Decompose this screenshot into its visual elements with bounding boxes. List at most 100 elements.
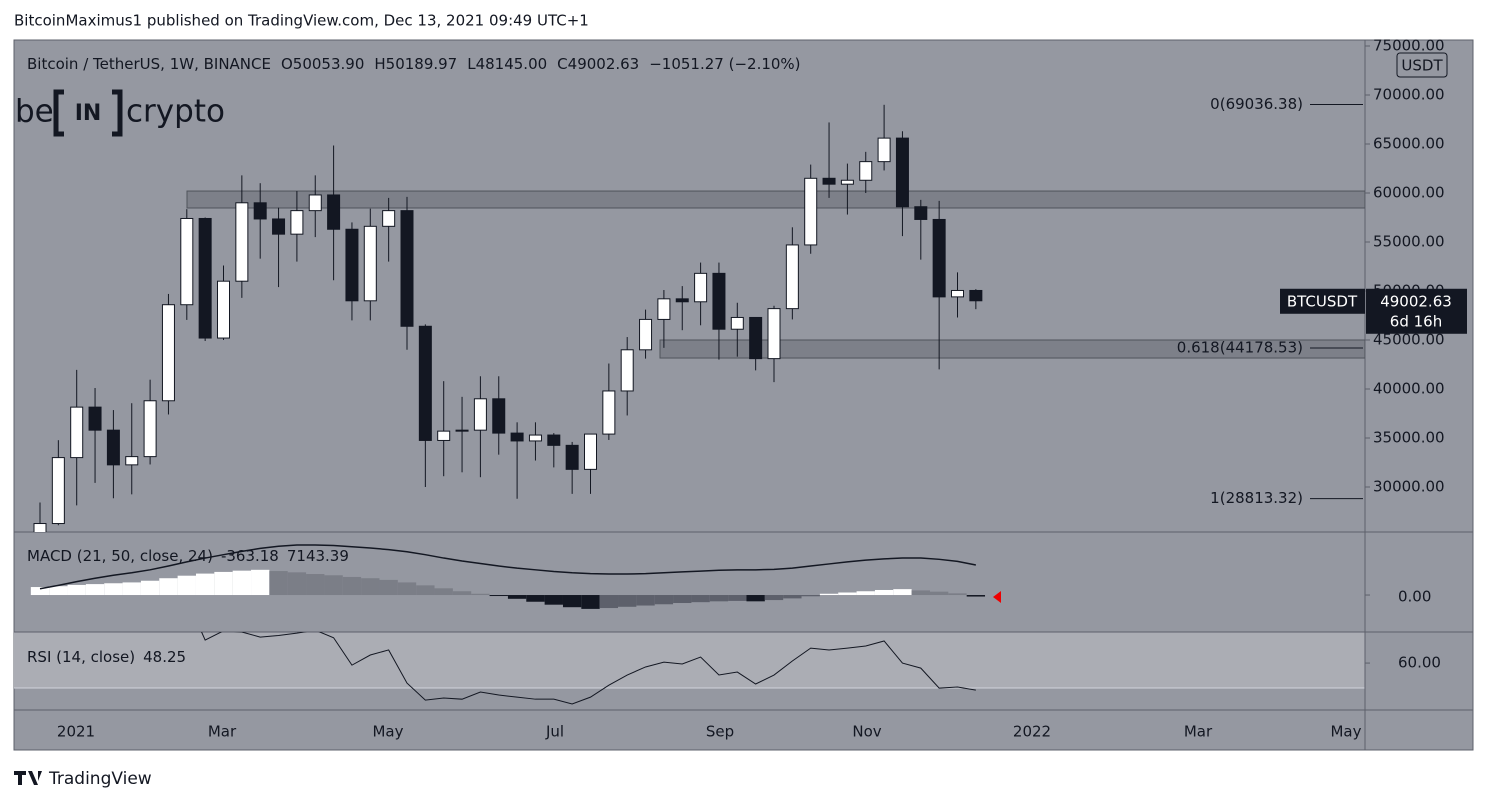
macd-bar [177, 575, 196, 596]
macd-bar [838, 592, 857, 596]
macd-bar [544, 595, 563, 605]
price-pane [33, 104, 1365, 532]
candle-body [125, 456, 139, 466]
candle-body [106, 429, 120, 466]
macd-legend: MACD (21, 50, close, 24) -363.18 7143.39 [27, 547, 349, 565]
candle-body [528, 434, 542, 442]
symbol-title: Bitcoin / TetherUS, 1W, BINANCE [27, 55, 271, 73]
candle-body [473, 398, 487, 431]
rsi-band [14, 632, 1365, 688]
x-tick-label: Mar [1184, 723, 1213, 741]
l-value: 48145.00 [476, 55, 548, 73]
candle-body [455, 429, 469, 432]
macd-bar [709, 595, 729, 602]
change: −1051.27 (−2.10%) [649, 55, 800, 73]
rsi-tick-label: 60.00 [1398, 654, 1441, 672]
macd-bar [85, 584, 105, 596]
rsi-legend: RSI (14, close) 48.25 [27, 648, 186, 666]
countdown: 6d 16h [1390, 312, 1442, 330]
o-value: 50053.90 [293, 55, 365, 73]
x-tick-label: Nov [852, 723, 881, 741]
macd-bar [893, 589, 912, 596]
candle-body [272, 218, 286, 235]
macd-bar [966, 595, 986, 597]
candle-body [914, 206, 928, 220]
macd-bar [452, 591, 472, 596]
candle-body [877, 137, 891, 163]
candle-body [180, 217, 194, 306]
candle-body [327, 194, 341, 230]
macd-bar [361, 578, 380, 596]
macd-bar [306, 574, 325, 596]
symbol-box [1280, 288, 1365, 314]
macd-bar [287, 572, 307, 596]
candle-body [198, 217, 212, 339]
candle-body [547, 434, 561, 446]
candle-body [804, 177, 818, 246]
candle-body [932, 218, 946, 298]
macd-bar [195, 573, 215, 596]
macd-bar [140, 580, 160, 596]
macd-bar [342, 576, 362, 596]
candle-body [143, 400, 157, 458]
candle-body [492, 398, 506, 434]
candle-body [437, 430, 451, 441]
logo-brackets [53, 89, 123, 137]
c-label: C [557, 55, 567, 73]
macd-bar [764, 595, 784, 601]
macd-bar [269, 571, 288, 596]
fib-label: 0(69036.38) [1210, 95, 1303, 113]
macd-bar [654, 595, 674, 605]
macd-bar [636, 595, 655, 606]
price-label: 49002.63 [1380, 292, 1452, 310]
macd-bar [416, 585, 435, 596]
x-tick-label: Sep [706, 723, 734, 741]
candle-body [694, 272, 708, 303]
macd-bar [49, 586, 68, 596]
candle-body [657, 298, 671, 320]
macd-bar [728, 595, 747, 601]
y-tick-label: 65000.00 [1373, 134, 1445, 152]
macd-bar [856, 591, 875, 596]
candle-body [602, 390, 616, 435]
macd-pane [30, 544, 986, 609]
currency-box[interactable] [1396, 52, 1448, 78]
macd-bar [673, 595, 692, 604]
candle-body [639, 318, 653, 351]
macd-bar [397, 582, 417, 596]
candle-body [730, 316, 744, 330]
logo-be: be [15, 94, 54, 130]
footer-brand: TradingView [48, 769, 152, 789]
candle-body [565, 444, 579, 470]
macd-title: MACD (21, 50, close, 24) [27, 547, 213, 565]
macd-bar [324, 575, 343, 596]
candle-body [620, 349, 634, 392]
l-label: L [467, 55, 476, 73]
legend: Bitcoin / TetherUS, 1W, BINANCE O50053.90… [27, 55, 801, 73]
y-tick-label: 30000.00 [1373, 477, 1445, 495]
candle-body [161, 304, 175, 402]
rsi-pane [201, 632, 976, 705]
candle-body [400, 210, 414, 327]
rsi-line [201, 632, 976, 705]
candle-body [217, 280, 230, 339]
macd-bar [948, 593, 967, 596]
macd-bar [67, 584, 86, 596]
overlay: 30000.0035000.0040000.0045000.0050000.00… [57, 36, 1467, 741]
candle-body [895, 137, 909, 208]
x-tick-label: 2022 [1013, 723, 1051, 741]
macd-bar [471, 593, 490, 596]
rsi-value: 48.25 [143, 648, 186, 666]
macd-bar [691, 595, 710, 603]
candle-body [345, 228, 359, 302]
macd-line [39, 544, 976, 590]
macd-bar [232, 570, 252, 596]
macd-bar [599, 595, 619, 609]
macd-bar [104, 583, 123, 596]
macd-bar [159, 578, 178, 596]
candle-body [290, 210, 304, 235]
logo-in: IN [75, 101, 102, 126]
x-tick-label: Jul [545, 723, 564, 741]
candle-body [70, 406, 84, 459]
macd-bar [489, 595, 508, 597]
